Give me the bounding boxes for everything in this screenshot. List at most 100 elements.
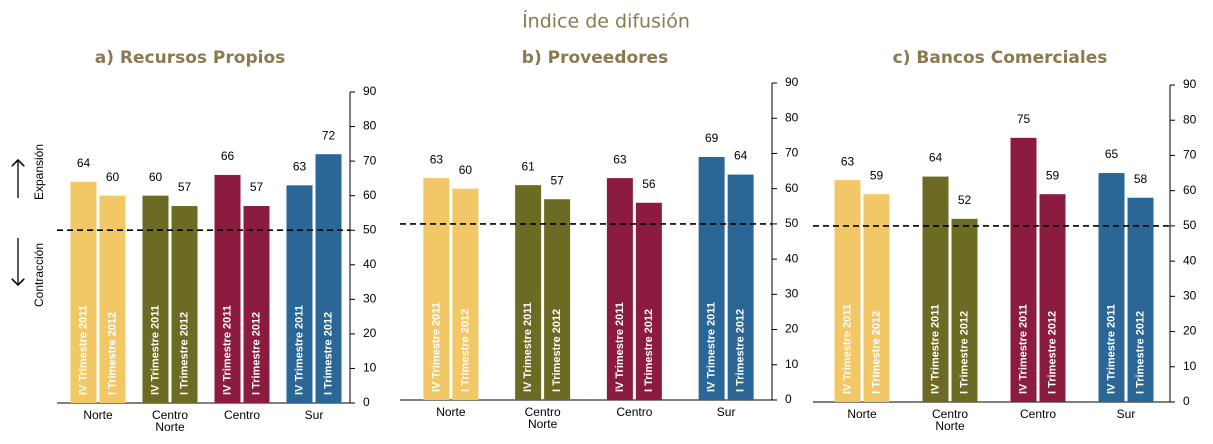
annotation: Expansión bbox=[32, 144, 46, 200]
x-tick-label-box: Norte bbox=[436, 406, 465, 418]
bar bbox=[544, 199, 571, 400]
value-label: 57 bbox=[250, 180, 264, 194]
bar-series-label: IV Trimestre 2011 bbox=[77, 305, 89, 395]
y-tick-label: 0 bbox=[785, 392, 792, 406]
y-tick-label: 80 bbox=[1183, 112, 1197, 126]
x-tick-label-box: Centro Norte bbox=[931, 408, 969, 433]
y-tick-label: 80 bbox=[785, 110, 799, 124]
bar bbox=[171, 206, 198, 403]
value-label: 65 bbox=[1105, 147, 1119, 161]
y-tick-label: 30 bbox=[785, 287, 799, 301]
value-label: 60 bbox=[106, 170, 120, 184]
value-label: 64 bbox=[77, 156, 91, 170]
y-tick-label: 50 bbox=[1183, 218, 1197, 232]
value-label: 63 bbox=[613, 152, 627, 166]
y-tick-label: 10 bbox=[1183, 359, 1197, 373]
y-tick-label: 60 bbox=[785, 181, 799, 195]
bar bbox=[1010, 137, 1037, 403]
y-tick-label: 40 bbox=[363, 257, 377, 271]
value-label: 63 bbox=[293, 159, 307, 173]
y-tick-label: 30 bbox=[363, 292, 377, 306]
chart-title: b) Proveedores bbox=[522, 48, 668, 68]
bar bbox=[70, 181, 97, 403]
value-label: 75 bbox=[1017, 112, 1031, 126]
y-tick-label: 20 bbox=[1183, 324, 1197, 338]
bar bbox=[1039, 194, 1066, 402]
x-tick-label: Centro Norte bbox=[151, 409, 189, 434]
x-tick-label-box: Sur bbox=[1116, 408, 1136, 421]
y-tick-label: 70 bbox=[1183, 148, 1197, 162]
bar-series-label: I Trimestre 2012 bbox=[106, 312, 118, 395]
y-tick-label: 90 bbox=[1183, 77, 1197, 91]
x-tick-label: Centro Norte bbox=[524, 406, 561, 431]
y-tick-label: 80 bbox=[363, 119, 377, 133]
x-tick-label-box: Centro bbox=[1019, 408, 1057, 421]
y-tick-label: 10 bbox=[363, 361, 377, 375]
y-tick-label: 0 bbox=[363, 395, 370, 409]
value-label: 72 bbox=[322, 128, 336, 142]
bar-series-label: I Trimestre 2012 bbox=[459, 309, 471, 392]
bar-series-label: IV Trimestre 2011 bbox=[841, 304, 853, 394]
bar-series-label: IV Trimestre 2011 bbox=[149, 305, 161, 395]
y-tick-label: 60 bbox=[1183, 183, 1197, 197]
bar-series-label: IV Trimestre 2011 bbox=[929, 304, 941, 394]
bar-series-label: I Trimestre 2012 bbox=[735, 309, 747, 392]
value-label: 57 bbox=[550, 173, 564, 187]
x-tick-label-box: Norte bbox=[83, 409, 113, 422]
bar bbox=[142, 195, 169, 403]
bar bbox=[606, 178, 633, 400]
bar-series-label: IV Trimestre 2011 bbox=[221, 305, 233, 395]
bar-series-label: IV Trimestre 2011 bbox=[522, 302, 534, 392]
y-tick-label: 90 bbox=[363, 84, 377, 98]
bar bbox=[698, 156, 725, 400]
x-tick-label-box: Norte bbox=[847, 408, 876, 420]
bar bbox=[315, 154, 342, 403]
bar bbox=[243, 206, 270, 403]
value-label: 60 bbox=[459, 163, 473, 177]
bar bbox=[1127, 197, 1154, 402]
bar-series-label: IV Trimestre 2011 bbox=[430, 302, 442, 392]
y-tick-label: 0 bbox=[1183, 394, 1190, 408]
y-tick-label: 10 bbox=[785, 357, 799, 371]
value-label: 60 bbox=[149, 170, 163, 184]
x-tick-label-box: Centro bbox=[224, 409, 260, 421]
y-tick-label: 30 bbox=[1183, 289, 1197, 303]
bar-series-label: IV Trimestre 2011 bbox=[1017, 304, 1029, 394]
x-tick-label: Sur bbox=[1116, 408, 1136, 421]
x-tick-label: Centro Norte bbox=[931, 408, 969, 433]
y-tick-label: 90 bbox=[785, 75, 799, 89]
y-tick-label: 60 bbox=[363, 188, 377, 202]
bar-series-label: IV Trimestre 2011 bbox=[614, 302, 626, 392]
bar-series-label: I Trimestre 2012 bbox=[1134, 311, 1146, 394]
bar bbox=[834, 180, 861, 402]
bar bbox=[951, 218, 978, 402]
value-label: 58 bbox=[1134, 172, 1148, 186]
bar bbox=[1098, 173, 1125, 402]
value-label: 63 bbox=[841, 154, 855, 168]
y-tick-label: 20 bbox=[785, 322, 799, 336]
bar-series-label: I Trimestre 2012 bbox=[322, 312, 334, 395]
x-tick-label: Sur bbox=[304, 409, 324, 422]
bar-series-label: I Trimestre 2012 bbox=[250, 312, 262, 395]
bar bbox=[727, 174, 754, 400]
x-tick-label: Centro bbox=[1019, 408, 1057, 421]
y-tick-label: 40 bbox=[785, 251, 799, 265]
bar-series-label: I Trimestre 2012 bbox=[870, 311, 882, 394]
y-tick-label: 70 bbox=[363, 153, 377, 167]
bar bbox=[922, 176, 949, 402]
value-label: 63 bbox=[430, 152, 444, 166]
value-label: 57 bbox=[178, 180, 192, 194]
value-label: 61 bbox=[521, 159, 535, 173]
value-label: 64 bbox=[734, 149, 748, 163]
bar bbox=[515, 185, 542, 400]
bar-series-label: IV Trimestre 2011 bbox=[293, 305, 305, 395]
subtitle: Índice de difusión bbox=[522, 10, 690, 33]
value-label: 59 bbox=[870, 168, 884, 182]
x-tick-label-box: Sur bbox=[717, 406, 736, 418]
x-tick-label: Norte bbox=[83, 409, 113, 422]
x-tick-label-box: Centro Norte bbox=[524, 406, 561, 431]
value-label: 52 bbox=[958, 193, 972, 207]
value-label: 64 bbox=[929, 151, 943, 165]
